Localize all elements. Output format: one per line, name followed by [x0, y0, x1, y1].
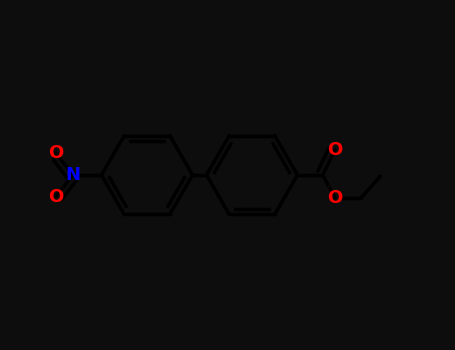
- Text: O: O: [48, 188, 64, 206]
- Text: O: O: [327, 141, 343, 159]
- Text: N: N: [66, 166, 80, 184]
- Text: O: O: [48, 144, 64, 162]
- Text: O: O: [327, 189, 343, 207]
